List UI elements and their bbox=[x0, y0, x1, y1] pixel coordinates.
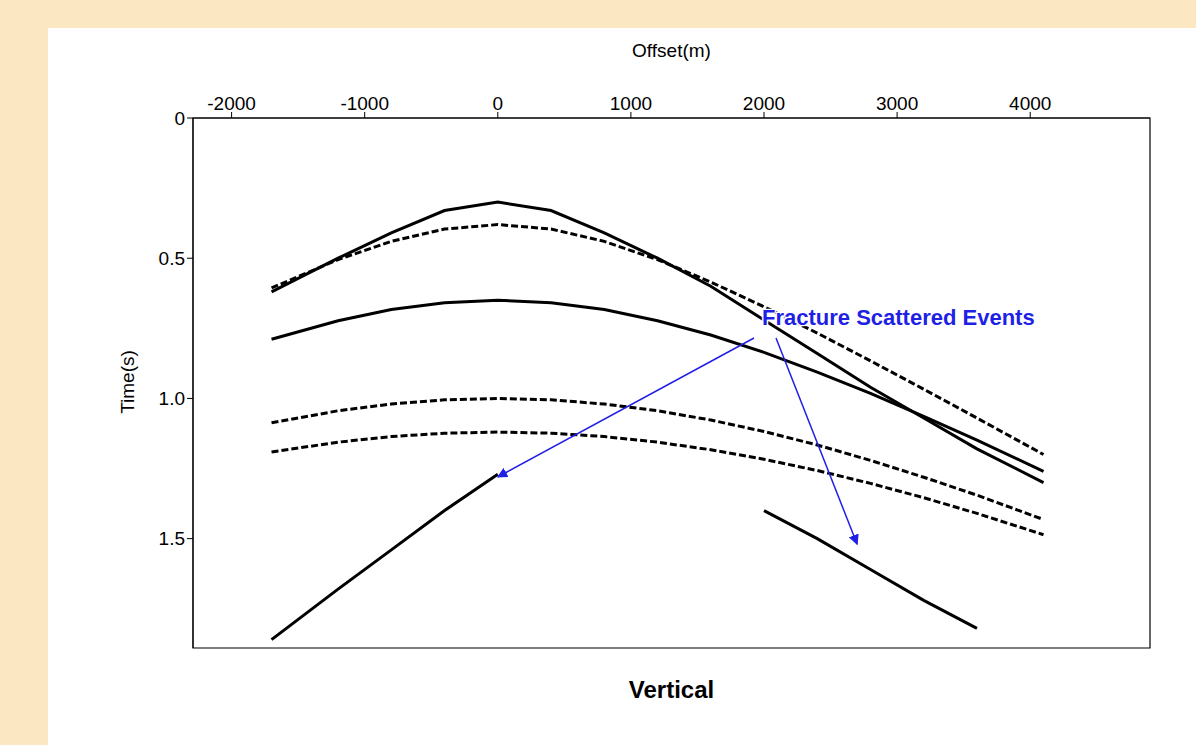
html-text:Fracture Scattered Events: Fracture Scattered Events bbox=[762, 305, 1035, 330]
svg-text:2000: 2000 bbox=[743, 93, 785, 114]
html-text:Time(s): Time(s) bbox=[117, 350, 138, 414]
svg-text:1.5: 1.5 bbox=[159, 528, 185, 549]
svg-text:3000: 3000 bbox=[876, 93, 918, 114]
html-text:Vertical: Vertical bbox=[628, 676, 715, 703]
svg-text:0: 0 bbox=[493, 93, 504, 114]
html-text:Offset(m): Offset(m) bbox=[632, 40, 711, 61]
svg-text:-1000: -1000 bbox=[340, 93, 389, 114]
svg-text:1.0: 1.0 bbox=[159, 388, 185, 409]
svg-text:0.5: 0.5 bbox=[159, 248, 185, 269]
svg-text:4000: 4000 bbox=[1009, 93, 1051, 114]
svg-text:1000: 1000 bbox=[610, 93, 652, 114]
svg-text:-2000: -2000 bbox=[207, 93, 256, 114]
svg-text:0: 0 bbox=[174, 108, 185, 129]
